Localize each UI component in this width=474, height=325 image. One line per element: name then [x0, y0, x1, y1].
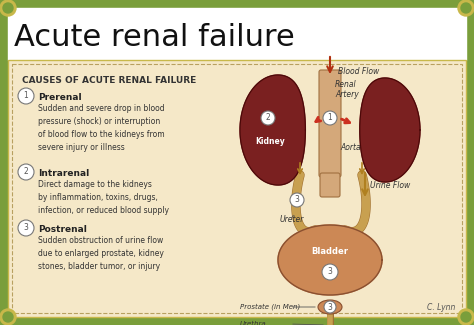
Bar [8, 60, 466, 317]
Circle shape [322, 264, 338, 280]
Text: 3: 3 [24, 224, 28, 232]
Circle shape [458, 309, 474, 325]
Text: Acute renal failure: Acute renal failure [14, 23, 295, 53]
Text: 2: 2 [24, 167, 28, 176]
Text: Renal
Artery: Renal Artery [335, 80, 359, 99]
Text: Kidney: Kidney [255, 137, 285, 147]
Text: Urine Flow: Urine Flow [370, 180, 410, 189]
Polygon shape [278, 225, 382, 295]
Bar [12, 64, 462, 313]
Text: 1: 1 [24, 92, 28, 100]
Circle shape [3, 312, 13, 322]
Text: 1: 1 [328, 113, 332, 123]
Circle shape [458, 0, 474, 16]
Text: Prerenal: Prerenal [38, 93, 82, 102]
Text: 2: 2 [265, 113, 270, 123]
Circle shape [18, 88, 34, 104]
Text: 3: 3 [294, 196, 300, 204]
Text: Sudden and severe drop in blood
pressure (shock) or interruption
of blood flow t: Sudden and severe drop in blood pressure… [38, 104, 164, 151]
Text: Intrarenal: Intrarenal [38, 169, 89, 178]
Circle shape [3, 3, 13, 13]
Circle shape [18, 164, 34, 180]
Polygon shape [240, 75, 305, 185]
Circle shape [18, 220, 34, 236]
Circle shape [323, 111, 337, 125]
Text: 3: 3 [328, 303, 332, 311]
Text: Ureter: Ureter [280, 215, 304, 225]
Text: Aorta: Aorta [340, 144, 361, 152]
Ellipse shape [318, 300, 342, 314]
Text: C. Lynn: C. Lynn [427, 304, 455, 313]
Circle shape [0, 309, 16, 325]
Text: Postrenal: Postrenal [38, 225, 87, 234]
Text: 3: 3 [328, 267, 332, 277]
Text: Blood Flow: Blood Flow [338, 67, 379, 76]
Text: Bladder: Bladder [311, 248, 348, 256]
Text: Prostate (in Men): Prostate (in Men) [240, 304, 300, 310]
Circle shape [261, 111, 275, 125]
Text: CAUSES OF ACUTE RENAL FAILURE: CAUSES OF ACUTE RENAL FAILURE [22, 76, 196, 85]
Circle shape [0, 0, 16, 16]
FancyBboxPatch shape [320, 173, 340, 197]
Circle shape [324, 301, 336, 313]
Bar [8, 8, 466, 60]
Circle shape [461, 312, 471, 322]
Text: Direct damage to the kidneys
by inflammation, toxins, drugs,
infection, or reduc: Direct damage to the kidneys by inflamma… [38, 180, 169, 215]
Text: Urethra: Urethra [240, 321, 266, 325]
Text: Sudden obstruction of urine flow
due to enlarged prostate, kidney
stones, bladde: Sudden obstruction of urine flow due to … [38, 236, 164, 271]
FancyBboxPatch shape [319, 70, 341, 177]
Circle shape [461, 3, 471, 13]
Polygon shape [360, 78, 420, 182]
Circle shape [290, 193, 304, 207]
